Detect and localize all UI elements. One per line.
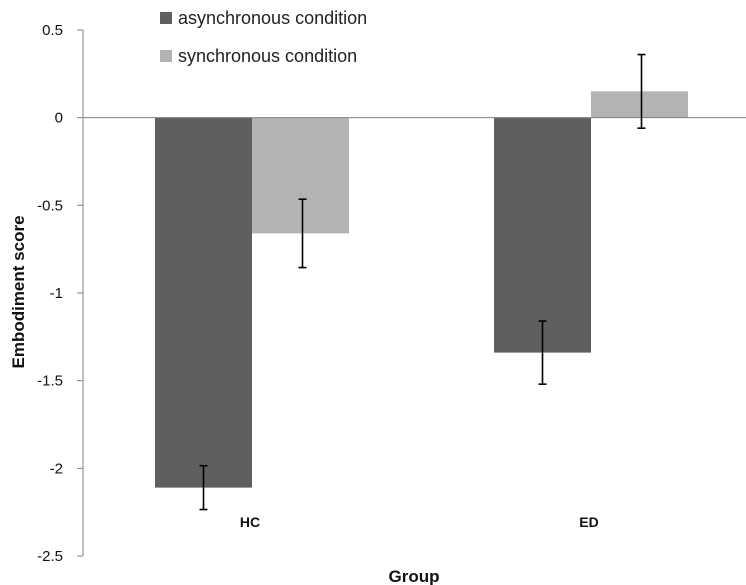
error-bar [637, 53, 646, 129]
legend-label: asynchronous condition [178, 8, 367, 28]
legend-item: asynchronous condition [160, 8, 367, 28]
y-tick-label: -1 [50, 285, 63, 302]
x-category-label: HC [240, 514, 260, 530]
y-axis-title: Embodiment score [9, 215, 28, 368]
bars-group [155, 91, 688, 488]
error-bar [199, 464, 208, 511]
y-tick-label: -0.5 [37, 197, 63, 214]
legend-label: synchronous condition [178, 46, 357, 66]
y-tick-label: -2 [50, 460, 63, 477]
legend-item: synchronous condition [160, 46, 357, 66]
y-tick-label: 0.5 [42, 22, 63, 39]
x-category-label: ED [579, 514, 598, 530]
bar-ed-synchronous [591, 91, 688, 118]
category-labels: HC ED [240, 514, 599, 530]
legend-swatch [160, 12, 172, 24]
bar-hc-asynchronous [155, 117, 252, 488]
x-axis-title: Group [389, 567, 440, 585]
y-tick-label: 0 [55, 110, 63, 127]
y-axis: 0.5 0 -0.5 -1 -1.5 -2 -2.5 [37, 22, 84, 565]
bar-ed-asynchronous [494, 117, 591, 353]
error-bars-group [199, 53, 646, 511]
bar-hc-synchronous [252, 117, 349, 234]
error-bar [538, 320, 547, 385]
legend-swatch [160, 50, 172, 62]
error-bar [298, 198, 307, 269]
legend: asynchronous condition synchronous condit… [160, 8, 367, 66]
y-tick-label: -2.5 [37, 548, 63, 565]
y-tick-label: -1.5 [37, 373, 63, 390]
